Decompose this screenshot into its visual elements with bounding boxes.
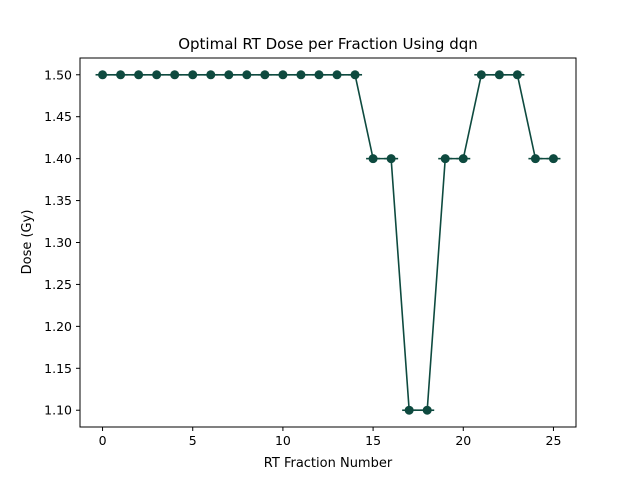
y-axis: 1.10 1.15 1.20 1.25 1.30 1.35 1.40 1.45 1.50 bbox=[44, 67, 80, 418]
data-point bbox=[332, 70, 342, 80]
data-point bbox=[260, 70, 270, 80]
data-point bbox=[170, 70, 180, 80]
x-tick-label: 10 bbox=[275, 433, 291, 448]
data-point bbox=[422, 405, 432, 415]
data-point bbox=[98, 70, 108, 80]
data-point bbox=[458, 154, 468, 164]
plot-area bbox=[95, 70, 561, 415]
data-point bbox=[314, 70, 324, 80]
data-point bbox=[512, 70, 522, 80]
y-tick-label: 1.50 bbox=[44, 67, 72, 82]
data-point bbox=[350, 70, 360, 80]
data-point bbox=[296, 70, 306, 80]
data-point bbox=[368, 154, 378, 164]
data-point bbox=[188, 70, 198, 80]
x-tick-label: 20 bbox=[455, 433, 471, 448]
y-tick-label: 1.45 bbox=[44, 109, 72, 124]
x-tick-label: 5 bbox=[189, 433, 197, 448]
y-tick-label: 1.10 bbox=[44, 403, 72, 418]
data-point bbox=[404, 405, 414, 415]
chart-title: Optimal RT Dose per Fraction Using dqn bbox=[178, 35, 478, 53]
data-point bbox=[530, 154, 540, 164]
y-tick-label: 1.30 bbox=[44, 235, 72, 250]
x-tick-label: 25 bbox=[546, 433, 562, 448]
x-axis-label: RT Fraction Number bbox=[264, 456, 393, 471]
x-axis: 0 5 10 15 20 25 bbox=[99, 427, 562, 448]
plot-frame bbox=[79, 57, 577, 428]
data-point bbox=[152, 70, 162, 80]
data-point bbox=[116, 70, 126, 80]
y-tick-label: 1.25 bbox=[44, 277, 72, 292]
x-tick-label: 15 bbox=[365, 433, 381, 448]
data-point bbox=[242, 70, 252, 80]
data-point bbox=[278, 70, 288, 80]
data-point bbox=[386, 154, 396, 164]
y-tick-label: 1.40 bbox=[44, 151, 72, 166]
series-line bbox=[102, 73, 554, 412]
data-point bbox=[548, 154, 558, 164]
y-tick-label: 1.15 bbox=[44, 361, 72, 376]
data-point bbox=[224, 70, 234, 80]
data-point bbox=[494, 70, 504, 80]
y-tick-label: 1.35 bbox=[44, 193, 72, 208]
data-point bbox=[134, 70, 144, 80]
data-point bbox=[440, 154, 450, 164]
data-point bbox=[206, 70, 216, 80]
x-tick-label: 0 bbox=[99, 433, 107, 448]
y-tick-label: 1.20 bbox=[44, 319, 72, 334]
y-axis-label: Dose (Gy) bbox=[20, 210, 35, 275]
data-point bbox=[476, 70, 486, 80]
